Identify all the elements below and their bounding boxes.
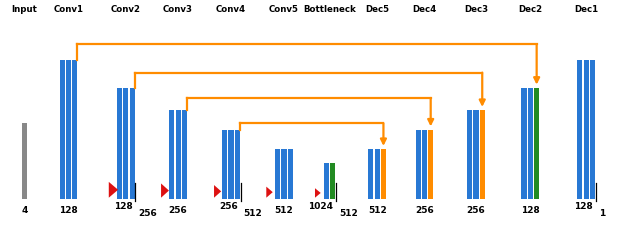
- Polygon shape: [161, 184, 169, 198]
- Text: 256: 256: [138, 209, 157, 218]
- Polygon shape: [315, 188, 321, 198]
- Text: 128: 128: [574, 202, 593, 211]
- Bar: [124, 88, 129, 199]
- Text: 128: 128: [521, 206, 540, 215]
- Bar: [228, 130, 234, 199]
- Text: Dec3: Dec3: [464, 5, 488, 13]
- Polygon shape: [266, 187, 273, 198]
- Bar: [22, 123, 27, 199]
- Bar: [324, 163, 329, 199]
- Bar: [374, 149, 380, 199]
- Text: Dec4: Dec4: [412, 5, 436, 13]
- Bar: [428, 130, 433, 199]
- Bar: [72, 60, 77, 199]
- Bar: [117, 88, 122, 199]
- Text: Conv3: Conv3: [163, 5, 193, 13]
- Text: 256: 256: [415, 206, 434, 215]
- Bar: [479, 110, 485, 199]
- Bar: [175, 110, 180, 199]
- Text: 256: 256: [169, 206, 188, 215]
- Bar: [66, 60, 71, 199]
- Text: Dec5: Dec5: [365, 5, 389, 13]
- Bar: [590, 60, 595, 199]
- Text: Conv5: Conv5: [269, 5, 299, 13]
- Bar: [288, 149, 293, 199]
- Text: Conv4: Conv4: [216, 5, 246, 13]
- Bar: [415, 130, 420, 199]
- Bar: [381, 149, 386, 199]
- Text: 256: 256: [467, 206, 485, 215]
- Text: Input: Input: [12, 5, 37, 13]
- Bar: [422, 130, 427, 199]
- Polygon shape: [214, 185, 221, 198]
- Bar: [584, 60, 589, 199]
- Bar: [60, 60, 65, 199]
- Text: Conv2: Conv2: [111, 5, 141, 13]
- Text: Bottleneck: Bottleneck: [303, 5, 356, 13]
- Bar: [467, 110, 472, 199]
- Bar: [275, 149, 280, 199]
- Text: 128: 128: [59, 206, 78, 215]
- Bar: [129, 88, 134, 199]
- Bar: [169, 110, 174, 199]
- Bar: [222, 130, 227, 199]
- Bar: [282, 149, 287, 199]
- Bar: [534, 88, 540, 199]
- Polygon shape: [109, 182, 118, 198]
- Bar: [182, 110, 187, 199]
- Bar: [235, 130, 240, 199]
- Text: 4: 4: [21, 206, 28, 215]
- Text: 512: 512: [368, 206, 387, 215]
- Bar: [528, 88, 533, 199]
- Text: 512: 512: [275, 206, 293, 215]
- Bar: [474, 110, 479, 199]
- Text: Conv1: Conv1: [54, 5, 84, 13]
- Bar: [330, 163, 335, 199]
- Text: 1024: 1024: [308, 202, 333, 211]
- Bar: [522, 88, 527, 199]
- Text: Dec2: Dec2: [518, 5, 543, 13]
- Text: 512: 512: [244, 209, 262, 218]
- Text: 256: 256: [219, 202, 238, 211]
- Bar: [368, 149, 373, 199]
- Text: 1: 1: [598, 209, 605, 218]
- Text: 128: 128: [114, 202, 132, 211]
- Text: Dec1: Dec1: [574, 5, 598, 13]
- Bar: [577, 60, 582, 199]
- Text: 512: 512: [339, 209, 358, 218]
